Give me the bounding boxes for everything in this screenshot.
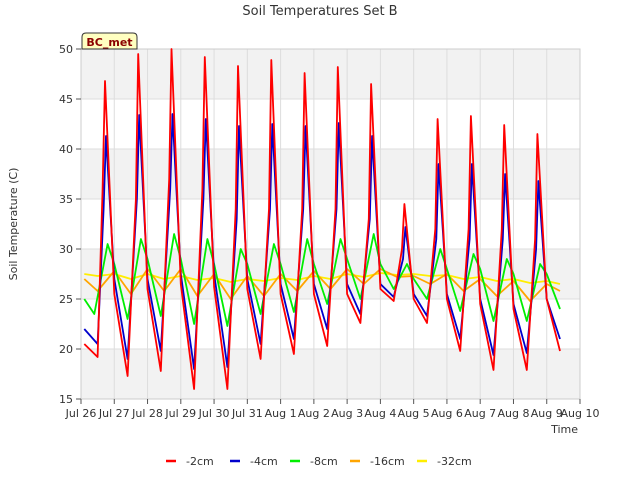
y-tick-label: 50 — [59, 43, 73, 56]
y-tick-label: 45 — [59, 93, 73, 106]
series-line-2cm — [83, 48, 561, 390]
y-tick-label: 20 — [59, 343, 73, 356]
x-tick-label: Aug 8 — [497, 407, 529, 420]
legend-label: -32cm — [437, 455, 472, 468]
x-axis-title: Time — [550, 423, 578, 436]
plot-background-bands — [81, 49, 580, 399]
x-tick-label: Aug 1 — [265, 407, 297, 420]
legend-label: -8cm — [310, 455, 338, 468]
series-layer — [83, 48, 561, 390]
plot-band — [81, 199, 580, 249]
x-tick-label: Aug 5 — [398, 407, 430, 420]
x-tick-label: Aug 10 — [561, 407, 600, 420]
station-label-box: BC_met — [81, 32, 138, 50]
x-axis-ticks: Jul 26 Jul 27 Jul 28 Jul 29 Jul 30 Jul 31 Aug … — [65, 399, 600, 420]
y-axis-title: Soil Temperature (C) — [7, 168, 20, 281]
x-tick-label: Jul 31 — [231, 407, 263, 420]
x-tick-label: Aug 9 — [531, 407, 563, 420]
plot-frame — [80, 48, 581, 400]
plot-band — [81, 99, 580, 149]
legend: -2cm -4cm -8cm -16cm -32cm — [166, 455, 472, 468]
y-axis-ticks: 15 20 25 30 35 40 45 50 — [59, 43, 81, 406]
plot-band — [81, 49, 580, 99]
x-tick-label: Jul 27 — [98, 407, 130, 420]
x-tick-label: Aug 3 — [331, 407, 363, 420]
plot-band — [81, 149, 580, 199]
x-tick-label: Aug 2 — [298, 407, 330, 420]
legend-label: -2cm — [186, 455, 214, 468]
y-tick-label: 15 — [59, 393, 73, 406]
y-tick-label: 25 — [59, 293, 73, 306]
y-tick-label: 35 — [59, 193, 73, 206]
x-tick-label: Jul 30 — [198, 407, 230, 420]
plot-band — [81, 349, 580, 399]
x-tick-label: Jul 29 — [164, 407, 196, 420]
x-tick-label: Jul 26 — [65, 407, 97, 420]
x-tick-label: Jul 28 — [131, 407, 163, 420]
legend-label: -4cm — [250, 455, 278, 468]
station-label: BC_met — [86, 36, 132, 49]
y-tick-label: 30 — [59, 243, 73, 256]
x-tick-label: Aug 4 — [364, 407, 396, 420]
legend-label: -16cm — [370, 455, 405, 468]
x-tick-label: Aug 7 — [464, 407, 496, 420]
chart-title: Soil Temperatures Set B — [242, 4, 397, 19]
x-tick-label: Aug 6 — [431, 407, 463, 420]
y-tick-label: 40 — [59, 143, 73, 156]
